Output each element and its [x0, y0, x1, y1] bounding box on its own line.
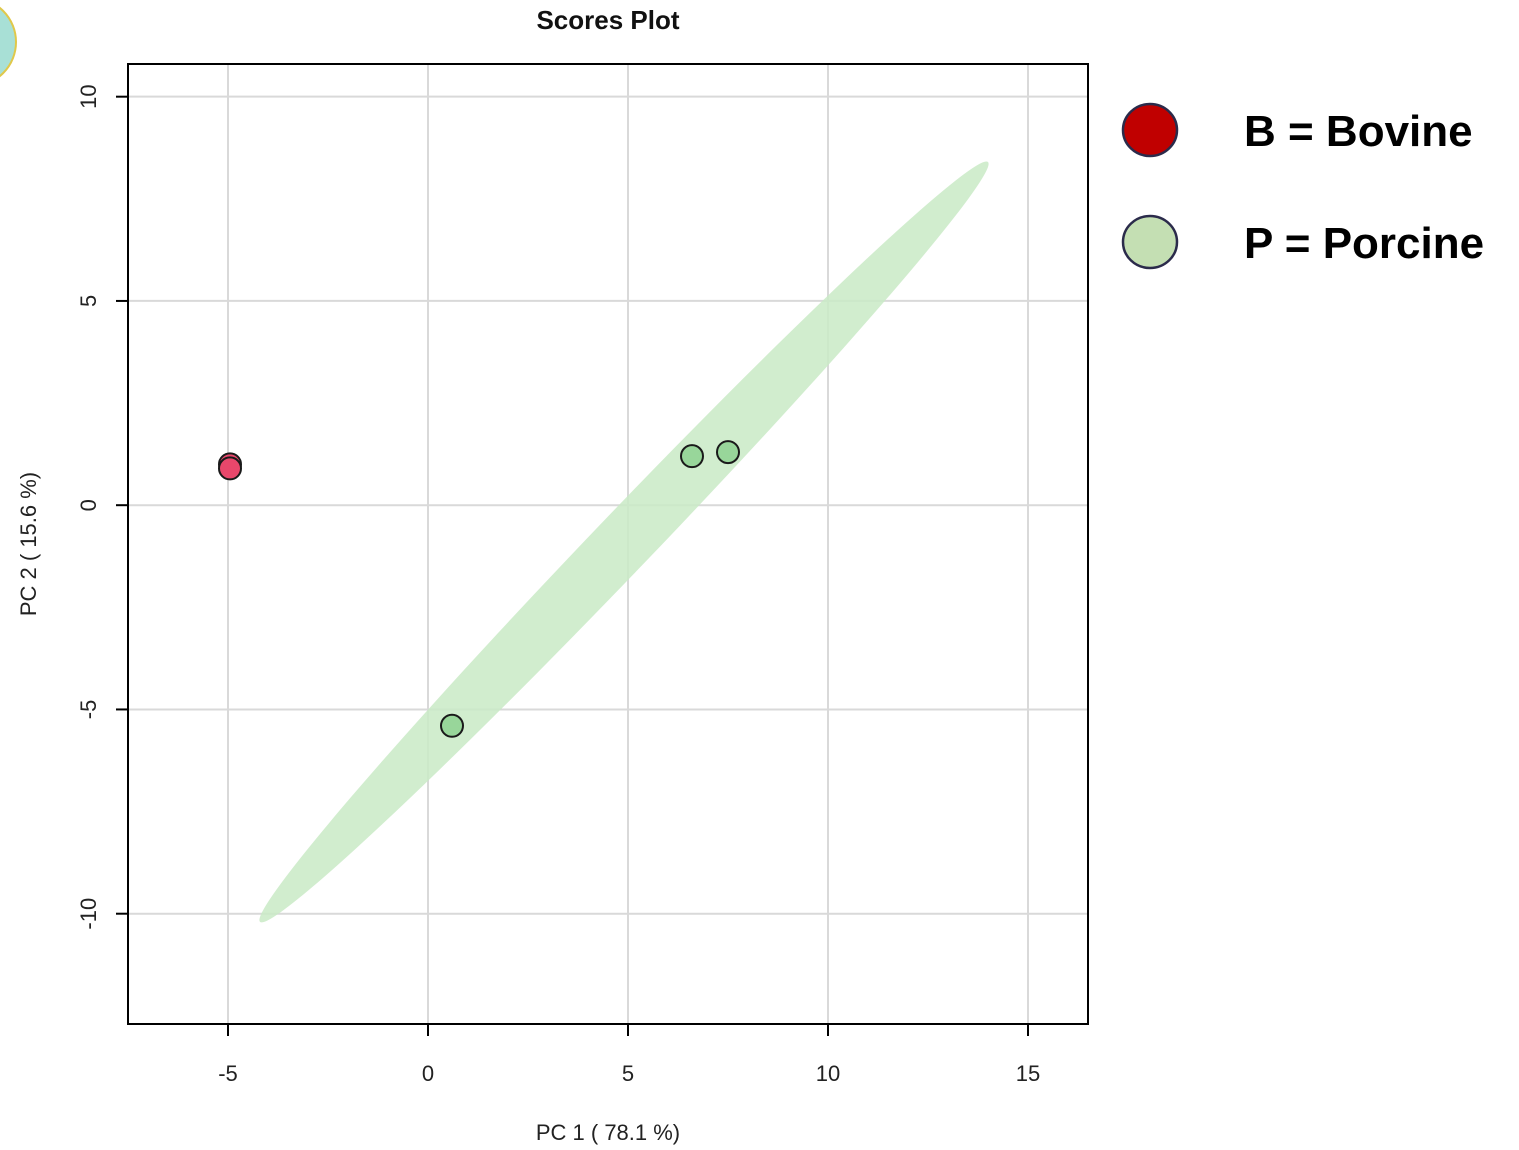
x-axis-label: PC 1 ( 78.1 %) [536, 1120, 680, 1145]
x-tick-label-0: -5 [218, 1061, 238, 1086]
y-tick-label-3: 5 [76, 295, 101, 307]
y-axis-ticks: -10 -5 0 5 10 [76, 84, 128, 930]
point-series1-2 [716, 440, 740, 465]
data-points [218, 440, 740, 738]
legend-label-0: B = Bovine [1244, 107, 1473, 156]
chart-title: Scores Plot [536, 5, 679, 35]
y-axis-label: PC 2 ( 15.6 %) [16, 472, 41, 616]
confidence-ellipses [259, 161, 989, 923]
confidence-ellipse-1 [259, 161, 989, 923]
x-axis-ticks: -5 0 5 10 15 [218, 1024, 1040, 1086]
legend: B = Bovine P = Porcine [1121, 102, 1484, 270]
partial-teal-circle-icon [0, 6, 17, 78]
point-series1-1 [680, 444, 704, 469]
grid-lines [128, 64, 1088, 1024]
y-tick-label-2: 0 [76, 499, 101, 511]
x-tick-label-2: 5 [622, 1061, 634, 1086]
x-tick-label-1: 0 [422, 1061, 434, 1086]
legend-marker-1 [1121, 214, 1179, 270]
legend-marker-0 [1121, 102, 1179, 158]
y-tick-label-4: 10 [76, 84, 101, 108]
legend-label-1: P = Porcine [1244, 219, 1484, 268]
point-series1-0 [440, 713, 464, 738]
x-tick-label-4: 15 [1016, 1061, 1040, 1086]
y-tick-label-1: -5 [76, 700, 101, 720]
point-series0-1 [218, 456, 242, 481]
y-tick-label-0: -10 [76, 898, 101, 930]
plot-frame [127, 63, 1089, 1025]
x-tick-label-3: 10 [816, 1061, 840, 1086]
